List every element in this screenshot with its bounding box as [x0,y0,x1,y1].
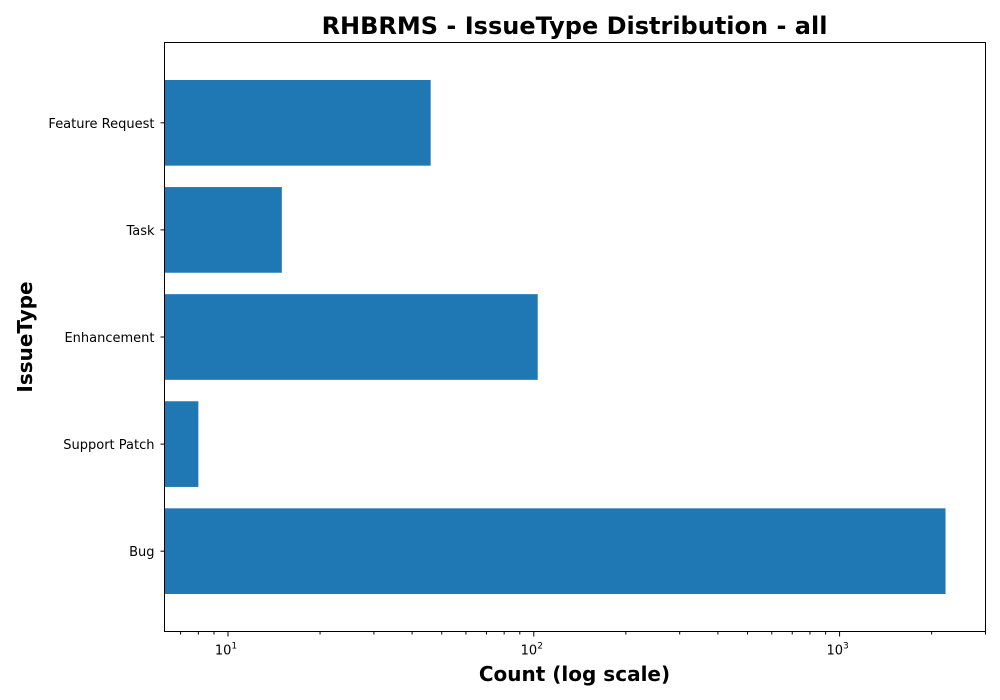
bar-feature-request [164,79,431,166]
y-tick-label: Bug [129,545,154,560]
y-tick-label: Feature Request [48,117,154,132]
bar-bug [164,508,946,595]
y-tick-label: Support Patch [63,438,154,453]
bar-support-patch [164,401,199,487]
y-ticks: Feature Request Task Enhancement Support Pa… [48,117,165,560]
x-ticks: 101 102 103 [180,631,986,659]
y-axis-title: IssueType [13,281,37,392]
bar-enhancement [164,294,538,380]
axes-frame [164,42,986,632]
x-tick-label: 103 [826,642,848,659]
x-axis-title: Count (log scale) [479,662,670,686]
chart-title: RHBRMS - IssueType Distribution - all [322,12,828,40]
y-tick-label: Enhancement [64,331,154,346]
y-tick-label: Task [125,224,155,239]
x-tick-label: 101 [215,642,237,659]
bar-task [164,187,282,273]
bars [164,79,946,595]
x-tick-label: 102 [521,642,543,659]
